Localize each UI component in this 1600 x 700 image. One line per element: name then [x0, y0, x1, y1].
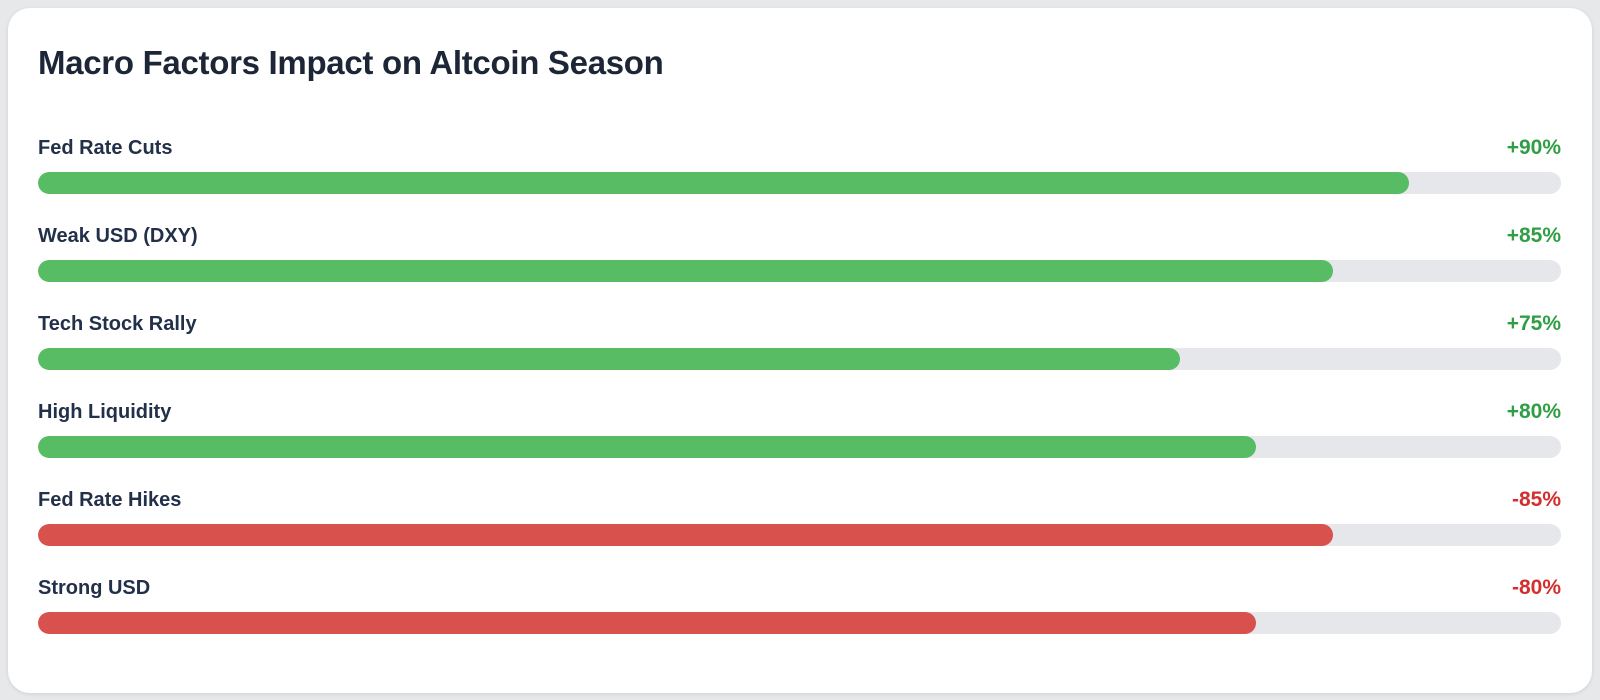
factor-row-header: Weak USD (DXY) +85% [38, 223, 1561, 249]
factor-bar-track [38, 612, 1561, 635]
factor-value: -85% [1511, 488, 1561, 512]
factor-row: Fed Rate Cuts +90% [38, 135, 1561, 195]
factor-bar-track [38, 260, 1561, 283]
factor-row-header: High Liquidity +80% [38, 399, 1561, 425]
factor-bar-fill [38, 172, 1409, 195]
factor-row: Fed Rate Hikes -85% [38, 487, 1561, 547]
factor-bar-track [38, 172, 1561, 195]
factor-label: Weak USD (DXY) [38, 225, 198, 248]
factor-row: Strong USD -80% [38, 575, 1561, 635]
factor-value: +75% [1506, 312, 1561, 336]
factor-row: Weak USD (DXY) +85% [38, 223, 1561, 283]
factor-row-header: Tech Stock Rally +75% [38, 311, 1561, 337]
factor-bar-fill [38, 436, 1257, 459]
factor-label: Strong USD [38, 577, 151, 600]
factor-row: High Liquidity +80% [38, 399, 1561, 459]
factor-label: Fed Rate Hikes [38, 489, 182, 512]
factor-label: Fed Rate Cuts [38, 137, 173, 160]
factor-value: -80% [1511, 576, 1561, 600]
factor-row: Tech Stock Rally +75% [38, 311, 1561, 371]
factor-value: +90% [1506, 136, 1561, 160]
factor-row-header: Strong USD -80% [38, 575, 1561, 601]
factor-rows-container: Fed Rate Cuts +90% Weak USD (DXY) +85% Tech … [38, 135, 1561, 635]
factor-bar-track [38, 348, 1561, 371]
factor-bar-fill [38, 348, 1181, 371]
factor-value: +85% [1506, 224, 1561, 248]
chart-card: Macro Factors Impact on Altcoin Season F… [8, 8, 1592, 693]
factor-label: High Liquidity [38, 401, 172, 424]
factor-bar-track [38, 436, 1561, 459]
factor-row-header: Fed Rate Cuts +90% [38, 135, 1561, 161]
factor-row-header: Fed Rate Hikes -85% [38, 487, 1561, 513]
factor-value: +80% [1506, 400, 1561, 424]
factor-bar-fill [38, 524, 1333, 547]
factor-bar-fill [38, 260, 1333, 283]
factor-label: Tech Stock Rally [38, 313, 197, 336]
factor-bar-track [38, 524, 1561, 547]
chart-title: Macro Factors Impact on Altcoin Season [38, 44, 664, 81]
factor-bar-fill [38, 612, 1257, 635]
